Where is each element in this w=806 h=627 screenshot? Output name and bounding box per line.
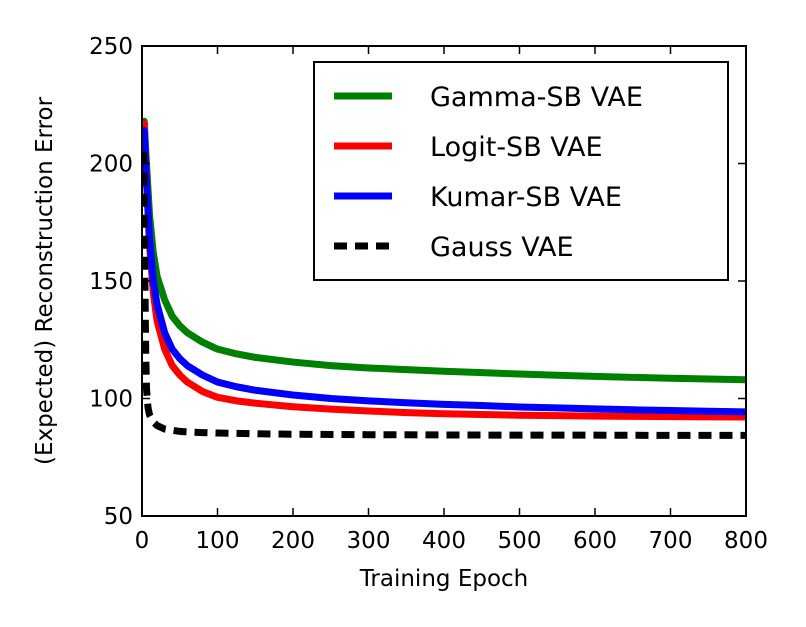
legend-label-kumar: Kumar-SB VAE	[430, 182, 622, 213]
y-axis-label: (Expected) Reconstruction Error	[32, 96, 58, 465]
x-tick-label: 100	[196, 528, 240, 554]
x-axis-label: Training Epoch	[359, 566, 529, 592]
y-tick-label: 200	[89, 152, 133, 178]
series-line-kumar-sb-vae	[142, 127, 746, 416]
x-tick-label: 400	[422, 528, 466, 554]
x-tick-label: 600	[573, 528, 617, 554]
legend: Gamma-SB VAE Logit-SB VAE Kumar-SB VAE G…	[313, 61, 729, 281]
y-tick-label: 250	[89, 34, 133, 60]
x-tick-label: 700	[649, 528, 693, 554]
ticks-layer: 0 100 200 300 400 500 600 700 800 50 100 150 200 250	[89, 34, 768, 554]
plot-frame	[141, 45, 747, 517]
series-line-logit-sb-vae	[142, 120, 746, 421]
legend-entry-kumar: Kumar-SB VAE	[334, 182, 622, 213]
series-layer	[142, 117, 746, 439]
legend-label-gauss: Gauss VAE	[430, 232, 574, 263]
y-tick-label: 150	[89, 269, 133, 295]
x-tick-label: 800	[724, 528, 768, 554]
x-tick-label: 200	[271, 528, 315, 554]
x-tick-label: 500	[498, 528, 542, 554]
legend-entry-gauss: Gauss VAE	[334, 232, 574, 263]
legend-label-logit: Logit-SB VAE	[430, 132, 603, 163]
legend-label-gamma: Gamma-SB VAE	[430, 82, 643, 113]
x-tick-label: 300	[347, 528, 391, 554]
legend-entry-logit: Logit-SB VAE	[334, 132, 603, 163]
series-line-gauss-vae	[142, 151, 746, 439]
legend-entry-gamma: Gamma-SB VAE	[334, 82, 643, 113]
y-tick-label: 100	[89, 387, 133, 413]
y-tick-label: 50	[104, 504, 133, 530]
x-tick-label: 0	[135, 528, 150, 554]
series-line-gamma-sb-vae	[142, 117, 746, 384]
